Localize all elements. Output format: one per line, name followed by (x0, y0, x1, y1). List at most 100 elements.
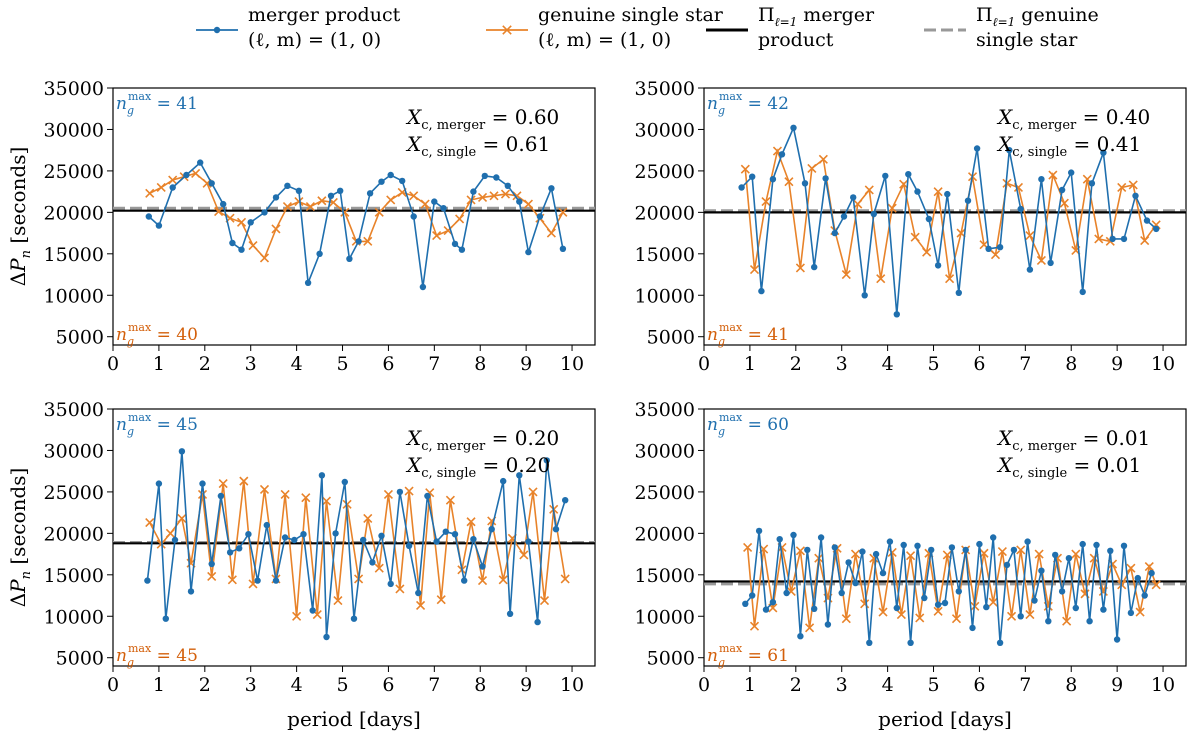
data-point (784, 177, 794, 187)
y-tick-label: 20000 (44, 202, 104, 224)
data-point (341, 478, 348, 486)
data-point (321, 496, 332, 506)
data-point (738, 184, 745, 191)
x-tick-label: 5 (336, 674, 348, 696)
single-series-line (744, 148, 1157, 279)
legend-label-line2: single star (976, 29, 1078, 51)
data-point (762, 606, 770, 613)
data-point (489, 191, 499, 201)
data-point (921, 594, 928, 602)
data-point (831, 229, 838, 237)
data-point (399, 177, 406, 185)
data-point (941, 599, 949, 607)
y-tick-label: 10000 (635, 606, 695, 628)
data-point (169, 184, 176, 191)
data-point (317, 196, 327, 206)
x-tick-label: 8 (1065, 674, 1077, 696)
data-point (525, 538, 532, 545)
data-point (850, 549, 861, 559)
data-point (776, 536, 783, 543)
data-point (431, 198, 438, 205)
data-point (933, 187, 943, 197)
legend-label-line2: product (758, 29, 834, 51)
data-point (263, 521, 270, 529)
data-point (1079, 288, 1086, 296)
data-point (410, 213, 417, 220)
x-tick-label: 1 (744, 353, 756, 375)
x-tick-label: 3 (836, 353, 848, 375)
data-point (316, 250, 323, 257)
data-point (294, 197, 304, 207)
data-point (420, 199, 430, 209)
data-point (955, 289, 962, 296)
data-point (878, 607, 888, 617)
legend: merger product(ℓ, m) = (1, 0)genuine sin… (196, 4, 1099, 51)
data-point (1100, 149, 1107, 156)
data-point (783, 589, 790, 597)
y-tick-label: 5000 (56, 648, 104, 670)
data-point (964, 197, 972, 204)
data-point (238, 246, 245, 253)
data-point (899, 179, 909, 189)
x-tick-label: 7 (428, 674, 440, 696)
data-point (1016, 545, 1026, 555)
data-point (247, 219, 254, 226)
merger-series-markers (145, 159, 567, 291)
data-point (1109, 235, 1116, 243)
data-point (915, 613, 925, 623)
data-point (1006, 611, 1017, 621)
x-tick-label: 0 (107, 674, 119, 696)
data-point (519, 550, 529, 560)
data-point (922, 247, 932, 257)
x-tick-label: 7 (428, 353, 440, 375)
y-tick-label: 25000 (635, 161, 695, 183)
data-point (350, 615, 358, 622)
x-tick-label: 0 (698, 353, 710, 375)
data-point (539, 595, 550, 606)
y-tick-label: 25000 (635, 482, 695, 504)
data-point (804, 546, 811, 554)
data-point (811, 263, 818, 271)
data-point (236, 217, 247, 227)
data-point (282, 201, 293, 212)
data-point (197, 159, 204, 166)
x-tick-label: 1 (153, 674, 165, 696)
data-point (1058, 588, 1066, 595)
data-point (948, 544, 956, 551)
data-point (905, 171, 912, 178)
data-point (208, 180, 215, 187)
data-point (207, 571, 217, 582)
data-point (552, 526, 560, 533)
data-point (990, 534, 997, 541)
data-point (229, 239, 236, 247)
data-point (1031, 597, 1038, 604)
merger-series-markers (738, 124, 1160, 318)
x-tick-label: 7 (1019, 674, 1031, 696)
data-point (988, 597, 998, 607)
data-point (145, 518, 155, 528)
data-point (996, 639, 1004, 646)
data-point (801, 180, 809, 187)
data-point (1048, 170, 1058, 180)
data-point (1093, 541, 1100, 549)
data-point (332, 530, 339, 537)
y-tick-label: 5000 (647, 327, 695, 349)
x-tick-label: 7 (1019, 353, 1031, 375)
x-tick-label: 0 (698, 674, 710, 696)
data-point (1140, 235, 1150, 246)
data-point (214, 206, 224, 217)
data-point (284, 182, 291, 189)
data-point (818, 154, 828, 164)
data-point (183, 171, 190, 179)
y-tick-label: 10000 (635, 285, 695, 307)
data-point (419, 283, 427, 291)
data-point (500, 477, 507, 485)
data-point (740, 164, 750, 174)
data-point (227, 575, 237, 585)
x-tick-label: 5 (927, 674, 939, 696)
data-point (145, 188, 155, 198)
data-point (461, 577, 468, 584)
data-point (259, 484, 270, 494)
data-point (914, 188, 921, 195)
